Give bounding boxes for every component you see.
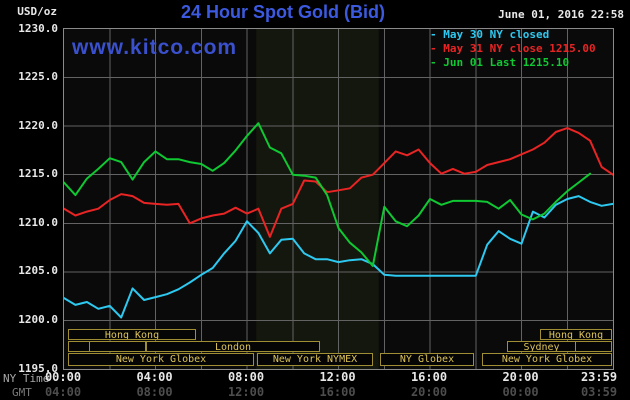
x-axis-ny-tick-label: 16:00 xyxy=(410,370,448,384)
x-axis-gmt-tick-label: 08:00 xyxy=(136,385,173,399)
x-axis-ny-tick-label: 04:00 xyxy=(136,370,173,384)
session-box-sydney: Sydney xyxy=(507,341,576,352)
y-axis-units-label: USD/oz xyxy=(17,5,57,18)
session-box-hong-kong: Hong Kong xyxy=(68,329,196,340)
series-line-may-31 xyxy=(63,127,614,238)
y-axis-tick-label: 1230.0 xyxy=(18,22,58,35)
session-box-unlabeled xyxy=(68,341,90,352)
x-axis-ny-tick-label: 00:00 xyxy=(44,370,82,384)
legend: - May 30 NY closed - May 31 NY close 1215… xyxy=(430,28,596,70)
y-axis-tick-label: 1225.0 xyxy=(18,70,58,83)
y-axis-tick-label: 1200.0 xyxy=(18,313,58,326)
x-axis-ny-tick-label: 23:59 xyxy=(580,370,618,384)
chart-timestamp: June 01, 2016 22:58 xyxy=(498,8,624,21)
x-axis-gmt-tick-label: 16:00 xyxy=(319,385,356,399)
session-box-hong-kong: Hong Kong xyxy=(540,329,612,340)
x-axis-gmt-tick-label: 00:00 xyxy=(502,385,539,399)
legend-entry: - May 30 NY closed xyxy=(430,28,550,41)
legend-entry: - Jun 01 Last 1215.10 xyxy=(430,56,570,69)
session-box-new-york-globex: New York Globex xyxy=(68,353,254,366)
session-box-london: London xyxy=(146,341,320,352)
session-box-unlabeled xyxy=(575,341,612,352)
session-box-new-york-globex: New York Globex xyxy=(482,353,612,366)
x-axis-ny-tick-label: 20:00 xyxy=(502,370,539,384)
chart-title: 24 Hour Spot Gold (Bid) xyxy=(181,2,385,22)
y-axis-tick-label: 1220.0 xyxy=(18,119,58,132)
y-axis-tick-label: 1205.0 xyxy=(18,264,58,277)
kitco-watermark: www.kitco.com xyxy=(72,36,238,59)
series-line-may-30 xyxy=(63,195,614,319)
x-axis-gmt-tick-label: 03:59 xyxy=(580,385,618,399)
session-box-unlabeled xyxy=(89,341,146,352)
x-axis-gmt-label: GMT xyxy=(12,386,32,399)
y-axis-tick-label: 1195.0 xyxy=(18,362,58,375)
x-axis-gmt-tick-label: 04:00 xyxy=(44,385,82,399)
series-line-jun-01 xyxy=(63,122,592,267)
plot-area xyxy=(63,28,614,370)
x-axis-gmt-tick-label: 12:00 xyxy=(227,385,265,399)
legend-entry: - May 31 NY close 1215.00 xyxy=(430,42,596,55)
y-axis-tick-label: 1215.0 xyxy=(18,167,58,180)
x-axis-gmt-tick-label: 20:00 xyxy=(410,385,448,399)
nymex-floor-session-band xyxy=(256,29,379,369)
y-axis-tick-label: 1210.0 xyxy=(18,216,58,229)
session-box-ny-globex: NY Globex xyxy=(380,353,474,366)
x-axis-ny-tick-label: 08:00 xyxy=(227,370,265,384)
x-axis-ny-tick-label: 12:00 xyxy=(319,370,356,384)
session-box-new-york-nymex: New York NYMEX xyxy=(257,353,373,366)
x-axis-ny-time-label: NY Time xyxy=(3,372,50,385)
price-lines-canvas xyxy=(63,29,614,369)
